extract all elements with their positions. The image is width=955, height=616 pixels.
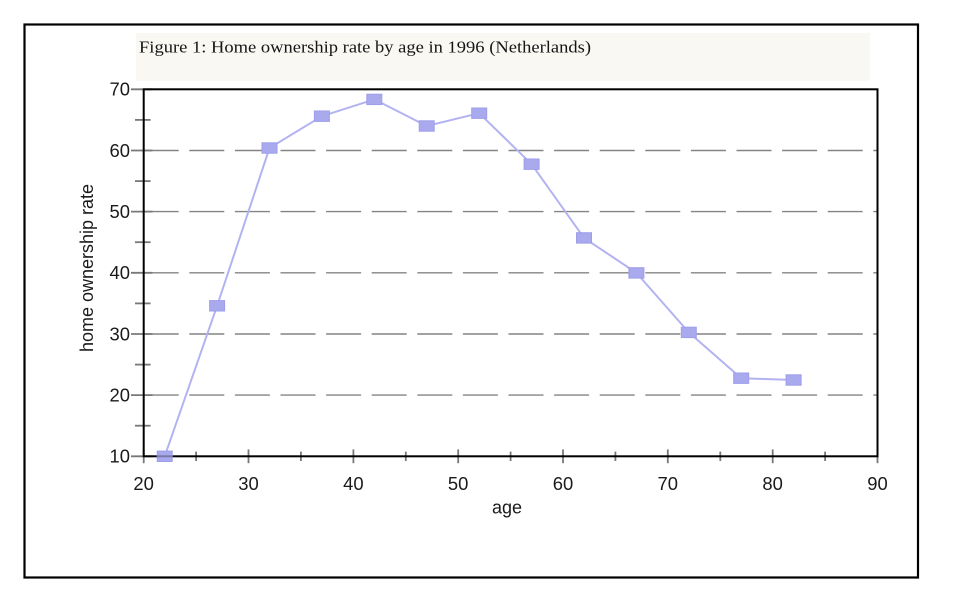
svg-text:60: 60 [110,141,131,161]
svg-text:home ownership rate: home ownership rate [77,184,97,352]
svg-text:10: 10 [110,447,131,467]
svg-text:50: 50 [448,474,469,494]
svg-text:60: 60 [553,474,574,494]
svg-text:20: 20 [133,474,154,494]
svg-text:30: 30 [110,324,131,344]
svg-text:40: 40 [343,474,364,494]
svg-text:Figure 1: Home ownership rate: Figure 1: Home ownership rate by age in … [139,38,591,57]
svg-text:50: 50 [110,202,131,222]
svg-text:age: age [492,498,522,518]
svg-text:70: 70 [110,80,131,100]
svg-text:30: 30 [238,474,259,494]
svg-text:80: 80 [762,474,783,494]
svg-text:20: 20 [110,385,131,405]
svg-text:90: 90 [867,474,888,494]
svg-text:70: 70 [658,474,679,494]
svg-text:40: 40 [110,263,131,283]
